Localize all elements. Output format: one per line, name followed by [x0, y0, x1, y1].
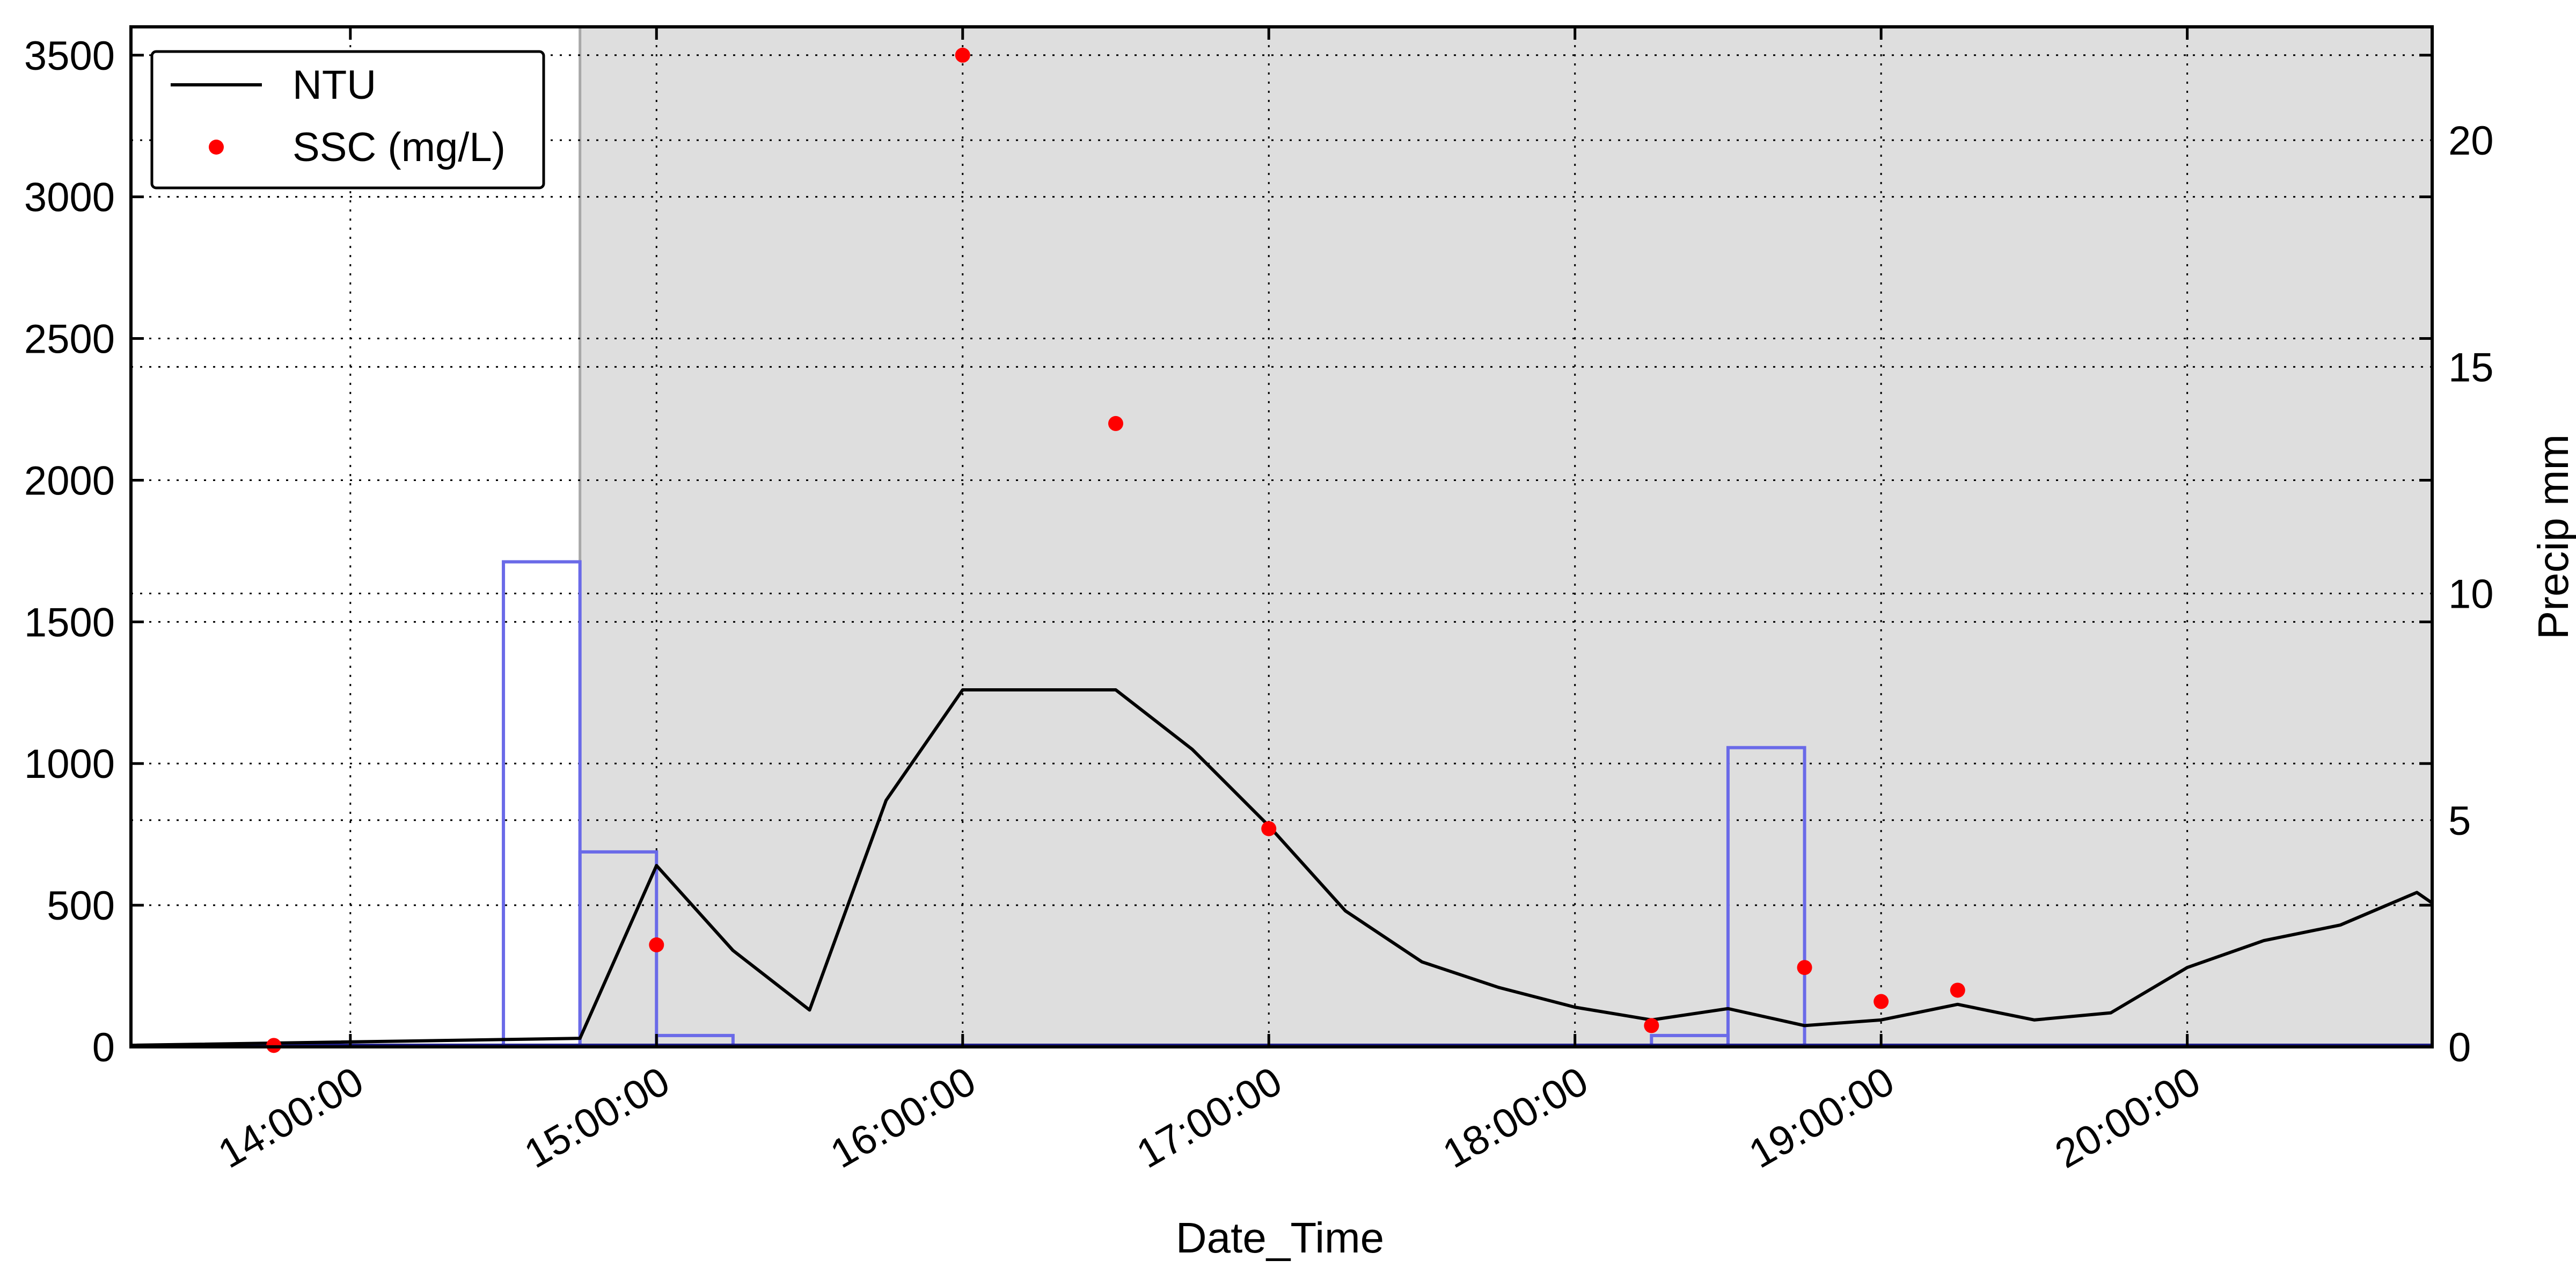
- precip-bar-4: [1726, 746, 1806, 1047]
- ssc-point-2: [955, 47, 970, 63]
- ssc-point-3: [1108, 416, 1123, 431]
- y-tick-label-1: 500: [47, 883, 115, 929]
- y-tick-label-2: 1000: [24, 741, 115, 787]
- y-tick-label-6: 3000: [24, 175, 115, 221]
- legend-ssc-label: SSC (mg/L): [292, 125, 506, 170]
- ssc-point-1: [649, 937, 664, 952]
- legend: NTU SSC (mg/L): [150, 50, 545, 190]
- y2-tick-label-4: 20: [2448, 118, 2494, 164]
- legend-ssc-swatch: [209, 140, 224, 155]
- ntu-line-layer: [131, 688, 2432, 1047]
- ntu-line: [131, 688, 2432, 1047]
- ssc-point-4: [1261, 821, 1277, 836]
- ssc-point-7: [1874, 994, 1889, 1009]
- y2-tick-label-1: 5: [2448, 798, 2471, 844]
- plot-background-layer: [579, 27, 2432, 1047]
- y-tick-label-4: 2000: [24, 458, 115, 504]
- plot-frame: [129, 25, 2434, 1048]
- legend-ntu-label: NTU: [292, 62, 376, 108]
- y2-tick-label-3: 15: [2448, 345, 2494, 390]
- y-tick-label-7: 3500: [24, 33, 115, 79]
- shaded-region: [580, 27, 2432, 1047]
- ssc-points-layer: [266, 47, 1965, 1053]
- precip-bar-0: [502, 560, 582, 1047]
- y2-tick-label-2: 10: [2448, 572, 2494, 617]
- y-tick-label-3: 1500: [24, 600, 115, 645]
- ssc-point-8: [1950, 982, 1965, 998]
- y2-axis-label: Precip mm: [2529, 434, 2576, 639]
- y-tick-label-0: 0: [92, 1025, 115, 1070]
- x-axis-label: Date_Time: [1176, 1214, 1384, 1262]
- plot-frame-layer: [129, 25, 2434, 1048]
- ssc-point-5: [1644, 1018, 1659, 1033]
- ssc-point-6: [1797, 960, 1812, 975]
- y-tick-label-5: 2500: [24, 317, 115, 362]
- y2-tick-label-0: 0: [2448, 1025, 2471, 1070]
